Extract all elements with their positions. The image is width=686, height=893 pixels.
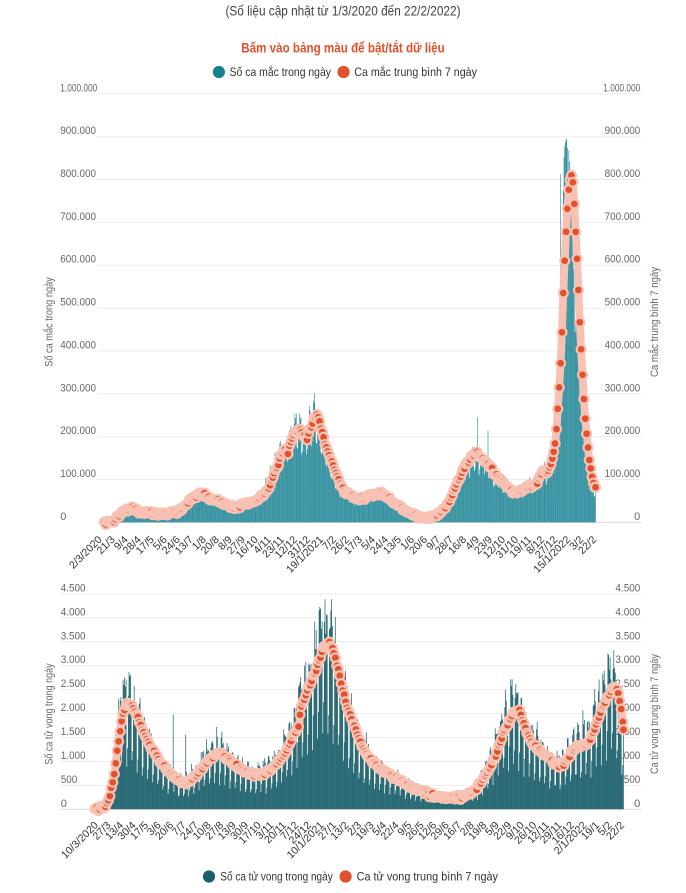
svg-text:400.000: 400.000	[60, 340, 96, 352]
svg-text:1.000: 1.000	[615, 750, 640, 762]
svg-text:200.000: 200.000	[60, 425, 96, 437]
svg-text:Ca mắc trung bình 7 ngày: Ca mắc trung bình 7 ngày	[648, 267, 661, 377]
svg-text:800.000: 800.000	[605, 168, 641, 180]
svg-text:Ca tử vong trung bình 7 ngày: Ca tử vong trung bình 7 ngày	[357, 870, 499, 884]
svg-text:500.000: 500.000	[605, 297, 641, 309]
svg-text:600.000: 600.000	[60, 254, 96, 266]
svg-text:1.000: 1.000	[61, 750, 86, 762]
svg-text:4.500: 4.500	[61, 582, 86, 594]
svg-text:0: 0	[634, 798, 640, 810]
svg-text:2.500: 2.500	[61, 678, 86, 690]
svg-text:4.000: 4.000	[615, 606, 640, 618]
svg-text:4.000: 4.000	[61, 606, 86, 618]
svg-text:900.000: 900.000	[60, 125, 96, 137]
svg-text:(Số liệu cập nhật từ 1/3/2020: (Số liệu cập nhật từ 1/3/2020 đến 22/2/2…	[226, 4, 461, 19]
svg-text:700.000: 700.000	[60, 211, 96, 223]
svg-text:Số ca mắc trong ngày: Số ca mắc trong ngày	[43, 277, 56, 367]
svg-text:500: 500	[624, 774, 641, 786]
svg-text:100.000: 100.000	[60, 468, 96, 480]
svg-text:Số ca mắc trong ngày: Số ca mắc trong ngày	[230, 64, 332, 79]
svg-text:900.000: 900.000	[605, 125, 641, 137]
svg-text:500: 500	[61, 774, 78, 786]
svg-text:2.000: 2.000	[61, 702, 86, 714]
svg-text:1.500: 1.500	[61, 726, 86, 738]
svg-text:600.000: 600.000	[605, 254, 641, 266]
svg-text:1.000.000: 1.000.000	[603, 82, 640, 94]
svg-text:400.000: 400.000	[605, 340, 641, 352]
svg-text:Ca tử vong trung bình 7 ngày: Ca tử vong trung bình 7 ngày	[649, 654, 661, 774]
svg-text:200.000: 200.000	[605, 425, 641, 437]
svg-text:800.000: 800.000	[60, 168, 96, 180]
svg-text:3.500: 3.500	[615, 630, 640, 642]
svg-text:3.000: 3.000	[615, 654, 640, 666]
svg-text:4.500: 4.500	[615, 582, 640, 594]
svg-text:500.000: 500.000	[60, 297, 96, 309]
svg-text:Số ca tử vong trong ngày: Số ca tử vong trong ngày	[44, 663, 56, 765]
svg-text:700.000: 700.000	[605, 211, 641, 223]
svg-text:100.000: 100.000	[605, 468, 641, 480]
svg-text:3.000: 3.000	[61, 654, 86, 666]
svg-text:0: 0	[60, 511, 66, 523]
svg-text:Ca mắc trung bình 7 ngày: Ca mắc trung bình 7 ngày	[354, 64, 477, 79]
svg-text:300.000: 300.000	[60, 382, 96, 394]
svg-text:0: 0	[61, 798, 67, 810]
svg-text:3.500: 3.500	[61, 630, 86, 642]
svg-text:300.000: 300.000	[605, 382, 641, 394]
svg-text:0: 0	[634, 511, 640, 523]
svg-text:1.000.000: 1.000.000	[60, 82, 97, 94]
svg-text:Số ca tử vong trong ngày: Số ca tử vong trong ngày	[220, 870, 333, 884]
svg-text:Bấm vào bảng màu để bật/tắt dữ: Bấm vào bảng màu để bật/tắt dữ liệu	[241, 41, 445, 56]
